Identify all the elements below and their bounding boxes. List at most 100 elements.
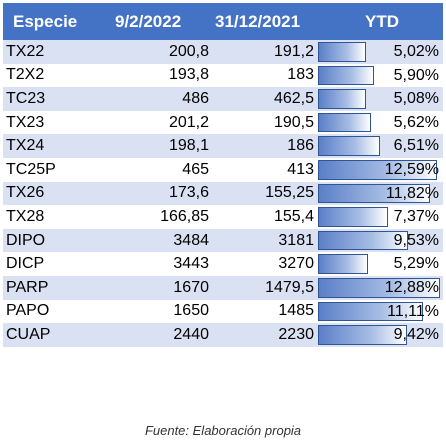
cell-especie: TX28 — [3, 205, 103, 229]
ytd-bar-track — [318, 277, 440, 298]
ytd-data-bar — [318, 65, 374, 86]
ytd-data-bar — [318, 159, 438, 180]
ytd-data-bar — [318, 89, 367, 109]
cell-ytd: 7,37% — [315, 205, 443, 229]
cell-value-date-1: 200,8 — [103, 40, 211, 64]
ytd-bar-track — [318, 230, 440, 251]
ytd-bar-track — [318, 159, 440, 180]
cell-ytd: 5,90% — [315, 63, 443, 88]
table-row: TC23 486 462,5 5,08% — [3, 87, 443, 111]
table-row: DICP 3443 3270 5,29% — [3, 252, 443, 276]
cell-ytd: 12,88% — [315, 275, 443, 300]
cell-value-date-2: 3181 — [211, 228, 315, 253]
cell-value-date-1: 166,85 — [103, 205, 211, 229]
header-date-1: 9/2/2022 — [103, 3, 211, 40]
cell-especie: TX23 — [3, 110, 103, 135]
cell-value-date-2: 191,2 — [211, 40, 315, 64]
table-row: TX26 173,6 155,25 11,82% — [3, 181, 443, 206]
ytd-value: 12,59% — [384, 160, 439, 178]
ytd-data-bar — [318, 230, 409, 251]
table-row: DIPO 3484 3181 9,53% — [3, 228, 443, 253]
cell-value-date-1: 3443 — [103, 252, 211, 276]
cell-value-date-2: 1485 — [211, 299, 315, 324]
table-row: T2X2 193,8 183 5,90% — [3, 63, 443, 88]
cell-value-date-2: 183 — [211, 63, 315, 88]
cell-value-date-1: 2440 — [103, 323, 211, 347]
cell-value-date-2: 413 — [211, 157, 315, 182]
ytd-data-bar — [318, 277, 440, 298]
ytd-value: 6,51% — [393, 137, 439, 155]
source-note: Fuente: Elaboración propia — [144, 423, 302, 438]
cell-ytd: 11,82% — [315, 181, 443, 206]
cell-value-date-1: 173,6 — [103, 181, 211, 206]
table-row: CUAP 2440 2230 9,42% — [3, 323, 443, 347]
ytd-value: 9,42% — [393, 326, 439, 344]
ytd-bar-track — [318, 254, 440, 274]
cell-value-date-1: 465 — [103, 157, 211, 182]
cell-value-date-2: 1479,5 — [211, 275, 315, 300]
ytd-value: 12,88% — [384, 278, 439, 296]
table-row: TX28 166,85 155,4 7,37% — [3, 205, 443, 229]
ytd-value: 5,08% — [393, 90, 439, 108]
ytd-data-bar — [318, 42, 366, 62]
cell-ytd: 5,29% — [315, 252, 443, 276]
cell-value-date-2: 190,5 — [211, 110, 315, 135]
cell-value-date-1: 1650 — [103, 299, 211, 324]
cell-value-date-2: 3270 — [211, 252, 315, 276]
ytd-bar-track — [318, 136, 440, 156]
ytd-data-bar — [318, 183, 430, 204]
cell-especie: DIPO — [3, 228, 103, 253]
cell-especie: PARP — [3, 275, 103, 300]
ytd-data-bar — [318, 207, 388, 227]
cell-especie: DICP — [3, 252, 103, 276]
header-especie: Especie — [3, 3, 103, 40]
cell-value-date-1: 1670 — [103, 275, 211, 300]
cell-value-date-1: 193,8 — [103, 63, 211, 88]
ytd-value: 5,90% — [393, 66, 439, 84]
cell-ytd: 5,08% — [315, 87, 443, 111]
cell-ytd: 12,59% — [315, 157, 443, 182]
cell-ytd: 9,53% — [315, 228, 443, 253]
ytd-value: 5,62% — [393, 113, 439, 131]
ytd-value: 11,11% — [387, 302, 439, 320]
cell-especie: TX22 — [3, 40, 103, 64]
ytd-bar-track — [318, 301, 440, 322]
cell-ytd: 11,11% — [315, 299, 443, 324]
ytd-data-bar — [318, 301, 424, 322]
ytd-bar-track — [318, 42, 440, 62]
table-row: PARP 1670 1479,5 12,88% — [3, 275, 443, 300]
cell-value-date-2: 155,4 — [211, 205, 315, 229]
ytd-value: 11,82% — [385, 184, 439, 202]
ytd-data-bar — [318, 136, 380, 156]
ytd-bar-track — [318, 207, 440, 227]
ytd-bar-track — [318, 65, 440, 86]
ytd-table: Especie 9/2/2022 31/12/2021 YTD TX22 200,… — [3, 3, 443, 347]
cell-value-date-2: 186 — [211, 134, 315, 158]
cell-value-date-1: 3484 — [103, 228, 211, 253]
ytd-bar-track — [318, 183, 440, 204]
ytd-value: 5,29% — [393, 255, 439, 273]
ytd-bar-track — [318, 112, 440, 133]
table-row: TX23 201,2 190,5 5,62% — [3, 110, 443, 135]
ytd-data-bar — [318, 325, 408, 345]
table-row: TX22 200,8 191,2 5,02% — [3, 40, 443, 64]
ytd-value: 7,37% — [393, 208, 439, 226]
cell-value-date-1: 198,1 — [103, 134, 211, 158]
cell-especie: TX26 — [3, 181, 103, 206]
cell-especie: TX24 — [3, 134, 103, 158]
cell-especie: TC25P — [3, 157, 103, 182]
ytd-value: 9,53% — [393, 231, 439, 249]
cell-ytd: 5,62% — [315, 110, 443, 135]
cell-especie: TC23 — [3, 87, 103, 111]
cell-value-date-2: 2230 — [211, 323, 315, 347]
ytd-data-bar — [318, 254, 369, 274]
table-row: TC25P 465 413 12,59% — [3, 157, 443, 182]
cell-especie: PAPO — [3, 299, 103, 324]
header-ytd: YTD — [315, 3, 443, 40]
cell-ytd: 6,51% — [315, 134, 443, 158]
cell-value-date-2: 155,25 — [211, 181, 315, 206]
cell-value-date-1: 486 — [103, 87, 211, 111]
ytd-bar-track — [318, 89, 440, 109]
cell-ytd: 5,02% — [315, 40, 443, 64]
table-row: TX24 198,1 186 6,51% — [3, 134, 443, 158]
